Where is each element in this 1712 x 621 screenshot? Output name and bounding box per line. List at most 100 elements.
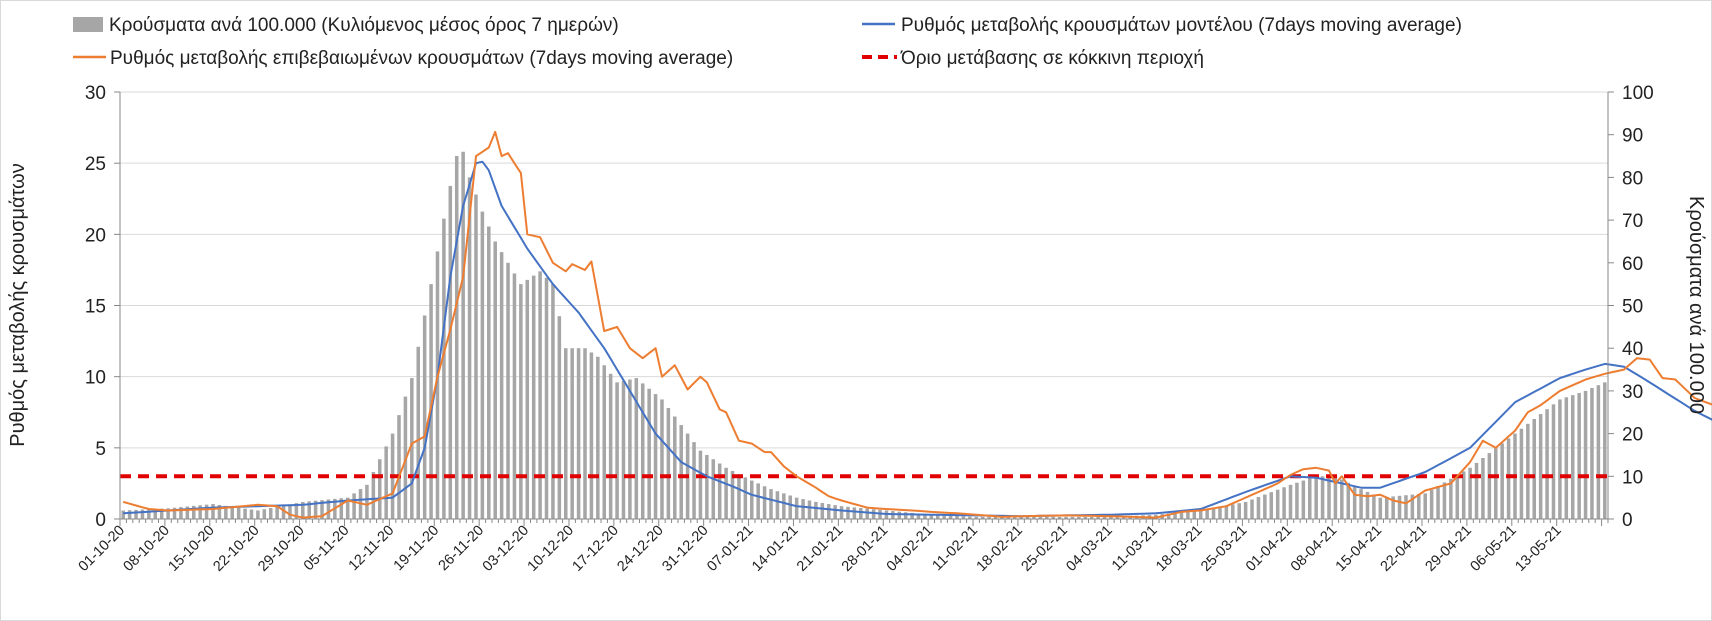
bar xyxy=(281,505,286,519)
bar xyxy=(127,510,132,519)
bar xyxy=(1359,489,1363,519)
bar xyxy=(410,378,414,519)
bar xyxy=(846,506,850,519)
bar xyxy=(442,218,446,519)
bar xyxy=(1423,493,1427,519)
bar xyxy=(1391,496,1395,519)
bar xyxy=(1461,471,1466,519)
bar xyxy=(1487,453,1492,519)
bar xyxy=(159,508,164,519)
bar xyxy=(1019,516,1023,519)
y-tick-label-right: 90 xyxy=(1622,126,1643,147)
bar xyxy=(955,515,959,519)
bar xyxy=(301,501,305,519)
y-tick-label-right: 70 xyxy=(1622,211,1643,232)
bar xyxy=(288,504,292,519)
bar xyxy=(640,383,645,519)
bar xyxy=(262,509,267,519)
bar xyxy=(871,509,876,519)
bar xyxy=(217,504,222,519)
bar xyxy=(673,416,677,519)
bar xyxy=(1493,448,1498,519)
bar xyxy=(275,506,279,519)
bar xyxy=(660,399,664,519)
legend-item-cases: Κρούσματα ανά 100.000 (Κυλιόμενος μέσος … xyxy=(73,15,619,36)
y-tick-label-right: 50 xyxy=(1622,297,1643,318)
bar xyxy=(211,504,215,519)
bar xyxy=(307,501,311,519)
bar xyxy=(1320,476,1325,519)
bar xyxy=(666,407,671,519)
bar xyxy=(1250,499,1254,519)
bar xyxy=(147,509,151,519)
bar xyxy=(461,151,465,519)
bar xyxy=(993,516,998,519)
bar xyxy=(1173,512,1177,519)
bar xyxy=(236,507,241,519)
bar xyxy=(1564,397,1569,519)
bar xyxy=(429,284,433,519)
bar xyxy=(365,484,369,519)
bar xyxy=(326,499,331,519)
bar xyxy=(1243,501,1248,519)
bar xyxy=(705,454,709,519)
y-tick-label-right: 40 xyxy=(1622,339,1643,360)
bar xyxy=(1205,509,1209,519)
bar xyxy=(929,514,934,519)
bar xyxy=(1449,478,1453,519)
bar xyxy=(782,493,786,519)
y-ticks-right: 0 10 20 30 40 50 60 70 80 90 100 xyxy=(1608,83,1654,531)
bar xyxy=(1442,482,1447,519)
bar xyxy=(1590,388,1594,519)
bar xyxy=(628,379,632,519)
bar xyxy=(916,513,921,519)
bar xyxy=(345,497,350,519)
bar xyxy=(1481,458,1485,519)
bar xyxy=(1327,476,1331,519)
y-tick-label-right: 10 xyxy=(1622,467,1643,488)
bar xyxy=(1077,516,1081,519)
bar xyxy=(557,316,562,519)
y-axis-title-right: Κρούσματα ανά 100.000 xyxy=(1685,196,1707,414)
bar xyxy=(1417,493,1421,519)
bar xyxy=(493,241,497,519)
bar xyxy=(1186,511,1190,519)
bar xyxy=(826,504,831,519)
bar xyxy=(1045,516,1049,519)
bar xyxy=(1102,516,1107,519)
bar xyxy=(435,251,440,519)
bar xyxy=(608,373,613,519)
bar xyxy=(948,515,953,519)
bar xyxy=(897,511,902,519)
bar xyxy=(1089,516,1094,519)
bar xyxy=(1577,393,1581,519)
bar xyxy=(1275,489,1280,519)
bar xyxy=(724,467,728,519)
bar xyxy=(1269,492,1274,519)
y-tick-label-right: 0 xyxy=(1622,510,1633,531)
bar xyxy=(313,500,318,519)
bar xyxy=(1179,512,1184,519)
bar xyxy=(730,470,735,519)
bar xyxy=(397,415,401,519)
bar xyxy=(1231,504,1235,519)
bar xyxy=(243,508,247,519)
bar xyxy=(1211,508,1216,519)
bar xyxy=(621,380,626,519)
bar xyxy=(1115,516,1120,519)
bar xyxy=(1301,480,1306,519)
bar xyxy=(1314,476,1318,519)
y-tick-label-right: 30 xyxy=(1622,382,1643,403)
bar xyxy=(454,156,459,520)
bar xyxy=(769,489,773,519)
bar xyxy=(294,503,299,519)
bar xyxy=(1506,438,1511,519)
legend-label-confirmed-rate: Ρυθμός μεταβολής επιβεβαιωμένων κρουσμάτ… xyxy=(110,48,733,69)
bar xyxy=(1012,516,1017,519)
bar xyxy=(339,498,344,519)
legend-label-cases: Κρούσματα ανά 100.000 (Κυλιόμενος μέσος … xyxy=(109,15,619,36)
bar xyxy=(224,505,228,519)
bar xyxy=(833,505,837,519)
bar xyxy=(1006,516,1011,519)
